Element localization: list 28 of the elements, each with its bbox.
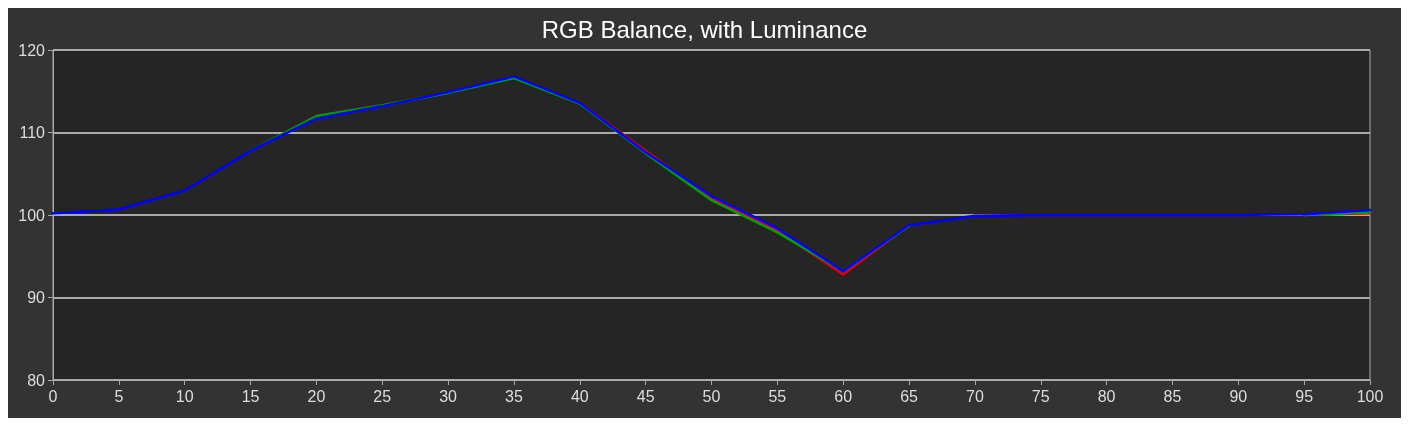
x-tick-label: 60 — [834, 387, 853, 405]
x-tick-label: 55 — [768, 387, 787, 405]
y-tick-label: 100 — [18, 206, 46, 224]
x-tick-label: 100 — [1356, 387, 1384, 405]
x-tick-label: 80 — [1097, 387, 1116, 405]
y-tick-label: 80 — [27, 371, 46, 389]
x-tick-label: 50 — [702, 387, 721, 405]
x-tick-label: 0 — [48, 387, 58, 405]
x-tick-label: 90 — [1229, 387, 1248, 405]
x-tick-label: 15 — [241, 387, 260, 405]
x-tick-label: 30 — [439, 387, 458, 405]
y-tick-label: 120 — [18, 41, 46, 59]
x-tick-label: 40 — [570, 387, 589, 405]
x-tick-label: 70 — [966, 387, 984, 405]
x-tick-label: 20 — [307, 387, 326, 405]
chart-title: RGB Balance, with Luminance — [541, 15, 868, 43]
x-tick-label: 75 — [1031, 387, 1050, 405]
x-tick-label: 25 — [373, 387, 392, 405]
y-tick-label: 110 — [19, 124, 46, 141]
x-tick-label: 35 — [505, 387, 523, 405]
x-tick-label: 65 — [900, 387, 919, 405]
y-tick-label: 90 — [27, 289, 46, 306]
x-tick-label: 95 — [1295, 387, 1314, 405]
line-series — [51, 75, 1372, 273]
x-tick-label: 85 — [1163, 387, 1182, 405]
x-tick-label: 45 — [636, 387, 655, 405]
x-tick-label: 5 — [114, 387, 124, 405]
x-tick-label: 10 — [175, 387, 194, 405]
